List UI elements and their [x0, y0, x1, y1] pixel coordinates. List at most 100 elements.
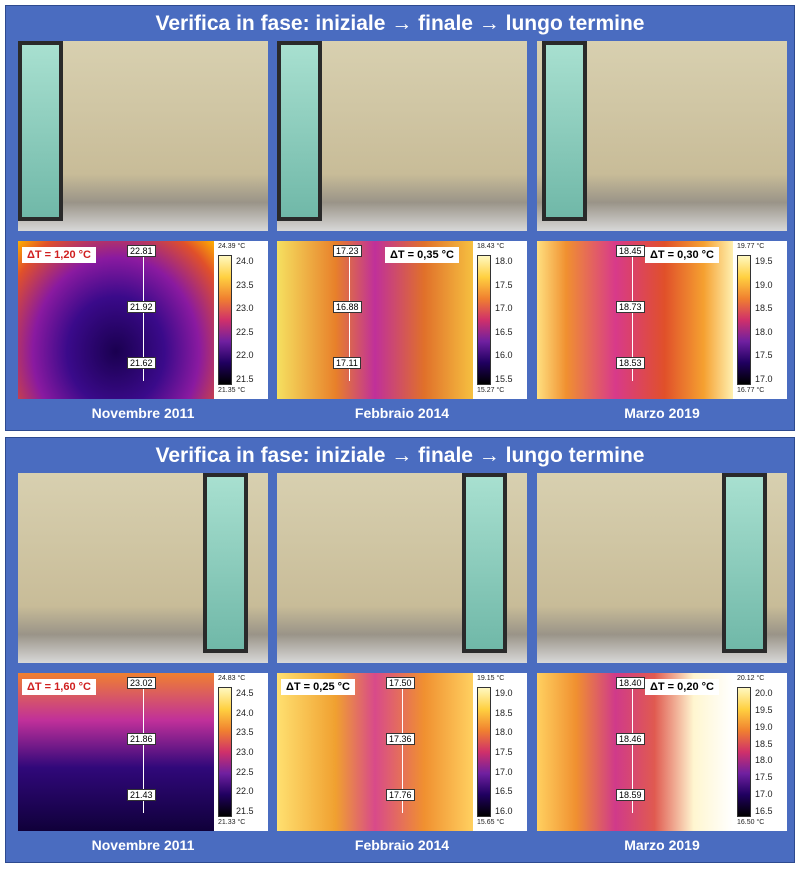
spot-label: 18.45	[616, 245, 645, 257]
scale-tick: 22.0	[236, 350, 254, 361]
scale-tick: 18.0	[495, 256, 513, 266]
spot-label: 17.11	[333, 357, 361, 369]
color-bar	[218, 687, 232, 817]
thermal-image: 20.12 °C 16.50 °C 20.0 19.5 19.0 18.5 18.0 17.5…	[537, 673, 787, 831]
scale-tick: 22.5	[236, 766, 254, 777]
photo	[537, 473, 787, 663]
scale-tick: 21.5	[236, 374, 254, 384]
scale-tick: 17.0	[495, 766, 513, 777]
spot-label: 21.92	[127, 301, 156, 313]
thermal-map	[537, 241, 733, 399]
color-bar	[737, 255, 751, 385]
caption: Novembre 2011	[91, 405, 195, 421]
spot-label: 18.73	[616, 301, 645, 313]
panel: Verifica in fase: iniziale → finale → lu…	[5, 437, 795, 863]
scale-tick: 19.0	[755, 721, 773, 732]
scale-tick: 18.5	[495, 707, 513, 718]
spot-label: 22.81	[127, 245, 156, 257]
caption: Febbraio 2014	[354, 405, 450, 421]
scale-tick: 23.0	[236, 747, 254, 757]
photo	[277, 473, 527, 663]
scale-tick: 23.0	[236, 303, 254, 314]
scale-tick: 20.0	[755, 688, 773, 698]
scale-min: 16.50 °C	[737, 819, 765, 826]
scale-tick: 16.0	[495, 806, 513, 816]
spot-label: 17.36	[386, 733, 415, 745]
scale-min: 21.35 °C	[218, 387, 246, 394]
spot-label: 17.76	[386, 789, 415, 801]
scale-tick: 23.5	[236, 279, 254, 290]
spot-line	[632, 681, 633, 813]
scale-tick: 24.0	[236, 707, 254, 718]
scale-tick: 24.5	[236, 688, 254, 698]
scale-tick: 18.0	[495, 727, 513, 738]
photo	[18, 473, 268, 663]
color-bar	[477, 255, 491, 385]
thermal-image: 24.83 °C 21.33 °C 24.5 24.0 23.5 23.0 22.5 22.0…	[18, 673, 268, 831]
scale-tick: 23.5	[236, 727, 254, 738]
scale-tick: 18.5	[755, 738, 773, 749]
thermal-map	[18, 241, 214, 399]
spot-label: 18.59	[616, 789, 645, 801]
spot-label: 21.43	[127, 789, 156, 801]
scale-tick: 17.5	[495, 747, 513, 757]
spot-label: 18.53	[616, 357, 645, 369]
scale-tick: 17.0	[755, 789, 773, 800]
door	[722, 473, 767, 653]
spot-line	[402, 681, 403, 813]
spot-label: 21.62	[127, 357, 156, 369]
spot-label: 16.88	[333, 301, 362, 313]
spot-line	[632, 249, 633, 381]
caption: Marzo 2019	[624, 837, 700, 853]
scale-tick: 17.5	[495, 279, 513, 290]
scale-tick: 19.0	[495, 688, 513, 698]
scale-max: 24.83 °C	[218, 675, 246, 682]
spot-line	[349, 249, 350, 381]
spot-label: 23.02	[127, 677, 156, 689]
color-bar	[218, 255, 232, 385]
thermal-image: 19.15 °C 15.65 °C 19.0 18.5 18.0 17.5 17.0 16.5…	[277, 673, 527, 831]
thermal-map	[277, 241, 473, 399]
scale-tick: 19.0	[755, 279, 773, 290]
scale-tick: 16.0	[495, 350, 513, 361]
scale-min: 15.27 °C	[477, 387, 505, 394]
delta-t: ΔT = 0,25 °C	[281, 679, 355, 695]
scale-tick: 21.5	[236, 806, 254, 816]
scale-min: 16.77 °C	[737, 387, 765, 394]
scale-tick: 19.5	[755, 704, 773, 715]
thermal-map	[277, 673, 473, 831]
caption: Novembre 2011	[91, 837, 195, 853]
photo	[537, 41, 787, 231]
scale-max: 20.12 °C	[737, 675, 765, 682]
scale-max: 19.77 °C	[737, 243, 765, 250]
photo	[277, 41, 527, 231]
door	[462, 473, 507, 653]
scale-tick: 17.0	[755, 374, 773, 384]
spot-line	[143, 249, 144, 381]
scale-tick: 18.5	[755, 303, 773, 314]
scale-tick: 22.0	[236, 786, 254, 797]
delta-t: ΔT = 0,30 °C	[645, 247, 719, 263]
photo	[18, 41, 268, 231]
scale-min: 21.33 °C	[218, 819, 246, 826]
door	[542, 41, 587, 221]
scale-tick: 24.0	[236, 256, 254, 266]
spot-line	[143, 681, 144, 813]
caption: Marzo 2019	[624, 405, 700, 421]
scale-tick: 16.5	[495, 786, 513, 797]
scale-max: 19.15 °C	[477, 675, 505, 682]
thermal-map	[537, 673, 733, 831]
thermal-image: 18.43 °C 15.27 °C 18.0 17.5 17.0 16.5 16.0 15.5…	[277, 241, 527, 399]
scale-tick: 16.5	[755, 806, 773, 816]
thermal-map	[18, 673, 214, 831]
scale-tick: 18.0	[755, 755, 773, 766]
caption: Febbraio 2014	[354, 837, 450, 853]
scale-max: 18.43 °C	[477, 243, 505, 250]
thermal-image: 19.77 °C 16.77 °C 19.5 19.0 18.5 18.0 17.5 17.0…	[537, 241, 787, 399]
thermal-image: 24.39 °C 21.35 °C 24.0 23.5 23.0 22.5 22.0 21.5…	[18, 241, 268, 399]
color-bar	[477, 687, 491, 817]
spot-label: 17.50	[386, 677, 415, 689]
scale-tick: 16.5	[495, 326, 513, 337]
spot-label: 18.46	[616, 733, 645, 745]
scale-tick: 18.0	[755, 326, 773, 337]
